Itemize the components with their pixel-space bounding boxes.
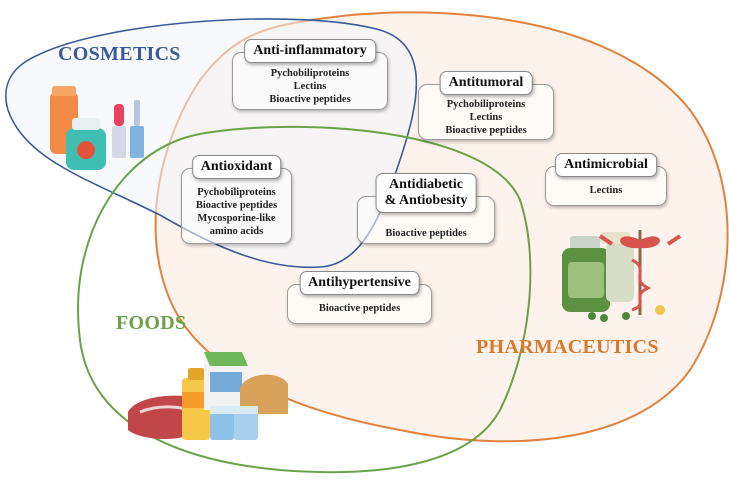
card-title-line: Antidiabetic xyxy=(389,177,463,192)
card-item: Pychobiliproteins xyxy=(270,68,350,79)
card-item: amino acids xyxy=(209,226,264,237)
card-anti-inflammatory: Anti-inflammatory Pychobiliproteins Lect… xyxy=(232,39,388,110)
card-title: Antihypertensive xyxy=(299,271,420,295)
card-antihypertensive: Antihypertensive Bioactive peptides xyxy=(287,271,432,324)
card-antitumoral: Antitumoral Pychobiliproteins Lectins Bi… xyxy=(418,71,554,140)
card-item: Bioactive peptides xyxy=(269,94,351,105)
card-item: Mycosporine-like xyxy=(197,213,276,224)
card-item: Pychobiliproteins xyxy=(446,99,526,110)
card-title: Antitumoral xyxy=(439,71,533,95)
card-title-line: & Antiobesity xyxy=(384,193,468,208)
pharmaceutics-label: PHARMACEUTICS xyxy=(476,336,659,358)
card-item: Lectins xyxy=(589,185,623,196)
card-item: Pychobiliproteins xyxy=(197,187,276,198)
card-antimicrobial: Antimicrobial Lectins xyxy=(545,153,667,206)
card-antidiabetic-antiobesity: Antidiabetic & Antiobesity Bioactive pep… xyxy=(357,173,495,244)
card-antioxidant: Antioxidant Pychobiliproteins Bioactive … xyxy=(181,155,292,244)
card-item: Lectins xyxy=(293,81,327,92)
foods-label: FOODS xyxy=(116,312,187,334)
cosmetics-label: COSMETICS xyxy=(58,43,181,65)
card-item: Bioactive peptides xyxy=(195,200,278,211)
foods-icon xyxy=(128,352,288,440)
card-title: Anti-inflammatory xyxy=(244,39,376,63)
card-item: Lectins xyxy=(469,112,503,123)
pharmaceutics-icon xyxy=(562,230,682,322)
cosmetics-products-icon xyxy=(50,86,144,170)
card-item: Bioactive peptides xyxy=(318,303,401,314)
card-title: Antimicrobial xyxy=(555,153,657,177)
foods-set xyxy=(77,125,532,474)
card-item: Bioactive peptides xyxy=(385,228,467,239)
card-item: Bioactive peptides xyxy=(445,125,527,136)
card-title: Antioxidant xyxy=(191,155,282,179)
card-title: Antidiabetic & Antiobesity xyxy=(375,173,477,213)
